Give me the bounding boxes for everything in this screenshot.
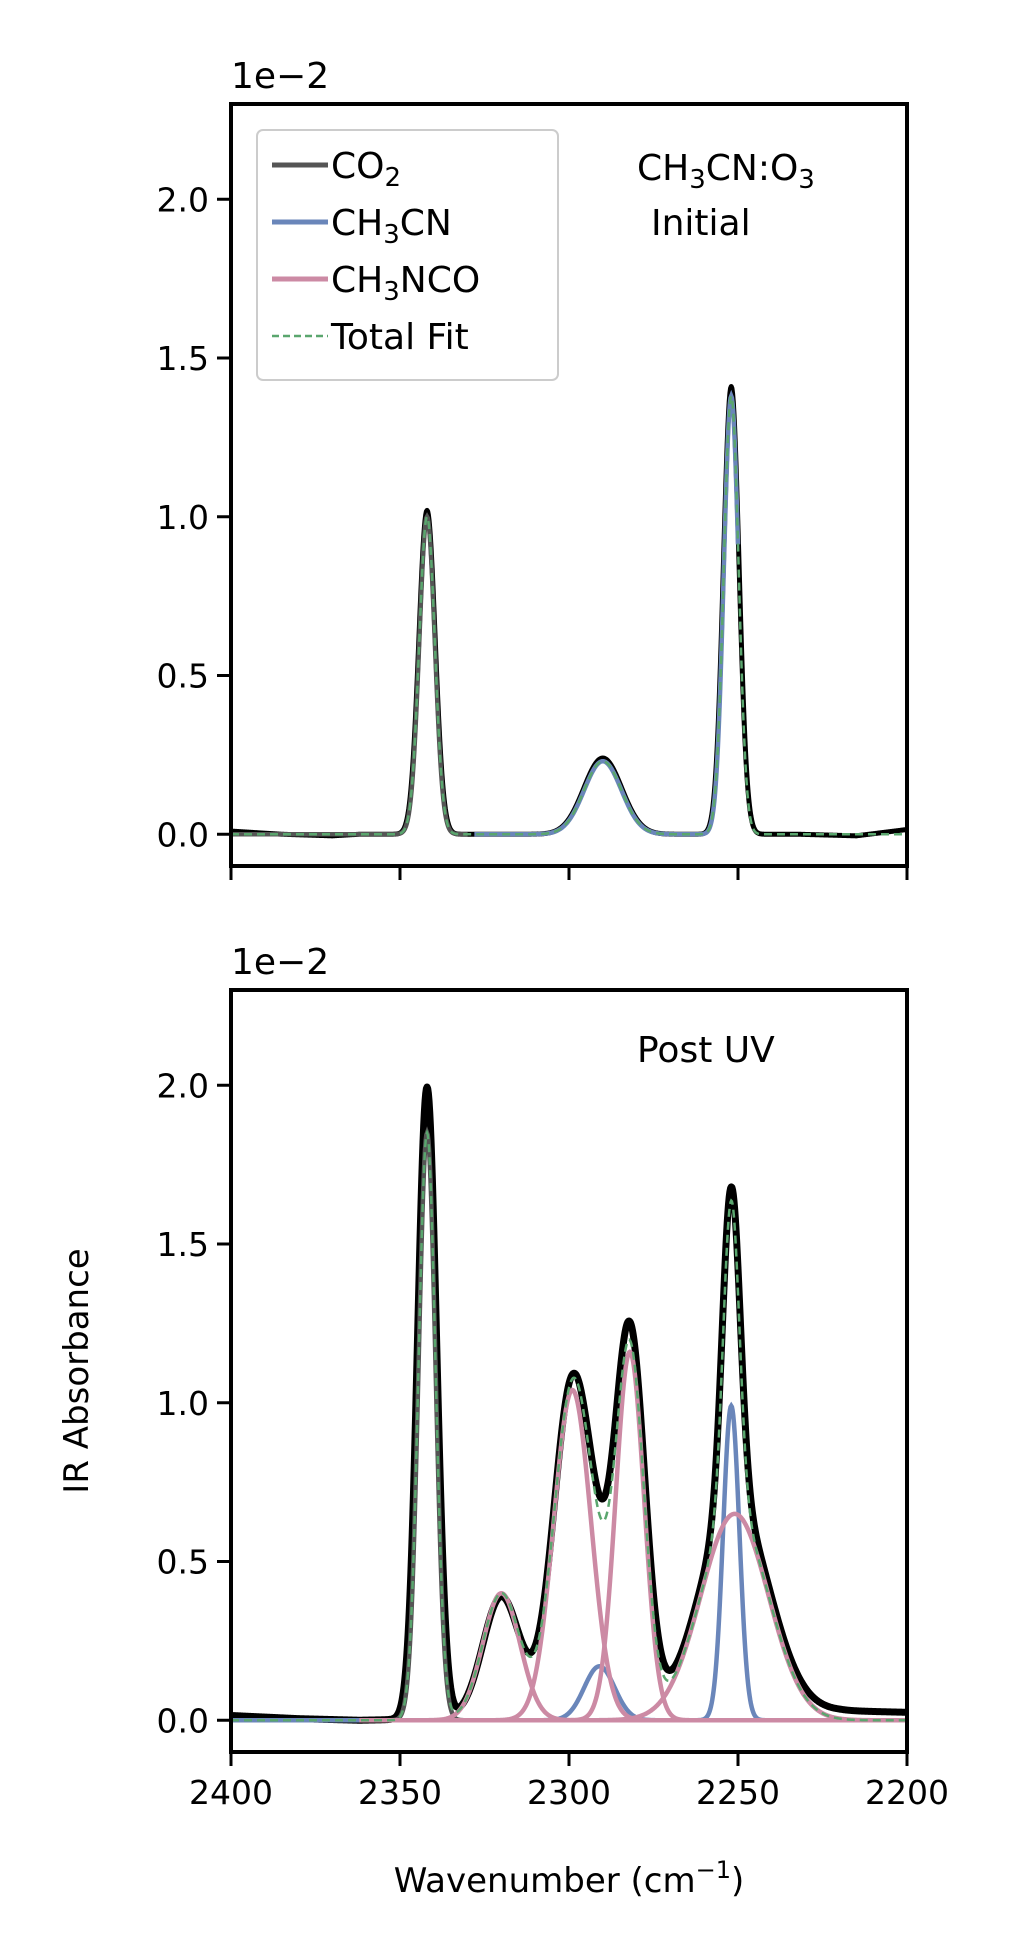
annotation-part: CH bbox=[637, 148, 689, 189]
y-tick-label: 0.5 bbox=[157, 1543, 209, 1582]
x-axis-label-superscript: −1 bbox=[696, 1856, 731, 1884]
co2-component-line bbox=[231, 1126, 468, 1723]
axes-frame bbox=[229, 988, 909, 1754]
y-tick-label: 0.5 bbox=[157, 657, 209, 696]
ch3cn-component-line bbox=[231, 1401, 907, 1723]
legend-label-subscript: 3 bbox=[383, 220, 400, 250]
legend-label-part: CN bbox=[400, 203, 452, 244]
annotation-post-uv: Post UV bbox=[637, 1030, 775, 1071]
legend: CO2 CH3CN CH3NCO Total Fit bbox=[256, 129, 559, 381]
legend-label-part: CO bbox=[331, 146, 384, 187]
legend-label-part: NCO bbox=[400, 260, 480, 301]
offset-text: 1e−2 bbox=[231, 942, 329, 983]
annotation-subscript: 3 bbox=[798, 165, 815, 195]
total-fit-line bbox=[231, 1129, 907, 1722]
curves-initial bbox=[229, 384, 909, 839]
observed-spectrum-line bbox=[229, 384, 909, 839]
legend-label-subscript: 3 bbox=[383, 277, 400, 307]
x-tick-label: 2200 bbox=[865, 1773, 949, 1812]
legend-label-co2: CO2 bbox=[331, 146, 401, 193]
y-axis-ticks: 0.0 0.5 1.0 1.5 2.0 bbox=[157, 1066, 231, 1740]
x-axis-ticks bbox=[229, 866, 909, 880]
x-tick-label: 2250 bbox=[696, 1773, 780, 1812]
legend-label-part: CH bbox=[331, 203, 383, 244]
panel-post-uv: 1e−2 0.0 0.5 1.0 1.5 2.0 2400 2350 2300 2250 220… bbox=[157, 942, 949, 1812]
legend-label-part: CH bbox=[331, 260, 383, 301]
legend-box bbox=[256, 129, 559, 381]
x-axis-label: Wavenumber (cm−1) bbox=[394, 1856, 745, 1901]
annotation-initial: Initial bbox=[651, 203, 751, 244]
legend-label-ch3cn: CH3CN bbox=[331, 203, 452, 250]
y-tick-label: 0.0 bbox=[157, 1701, 209, 1740]
legend-label-ch3nco: CH3NCO bbox=[331, 260, 480, 307]
annotation-part: CN:O bbox=[706, 148, 799, 189]
y-tick-label: 1.5 bbox=[157, 1225, 209, 1264]
x-axis-label-part: ) bbox=[731, 1861, 744, 1901]
y-tick-label: 1.5 bbox=[157, 339, 209, 378]
legend-label-subscript: 2 bbox=[384, 163, 401, 193]
legend-label-fit: Total Fit bbox=[330, 317, 469, 358]
curves-post-uv bbox=[228, 1083, 910, 1724]
y-tick-label: 0.0 bbox=[157, 815, 209, 854]
y-tick-label: 1.0 bbox=[157, 498, 209, 537]
y-tick-label: 1.0 bbox=[157, 1384, 209, 1423]
annotation-sample: CH3CN:O3 bbox=[637, 148, 815, 195]
y-axis-ticks: 0.0 0.5 1.0 1.5 2.0 bbox=[157, 180, 231, 854]
annotation-subscript: 3 bbox=[689, 165, 706, 195]
x-axis-ticks: 2400 2350 2300 2250 2200 bbox=[189, 1752, 949, 1812]
total-fit-line bbox=[231, 392, 907, 836]
x-tick-label: 2400 bbox=[189, 1773, 273, 1812]
y-axis-label: IR Absorbance bbox=[57, 1248, 97, 1493]
panel-initial: 1e−2 0.00.51.01.52.0 CH3CN:O3 Initial CO… bbox=[157, 56, 909, 880]
ch3cn-component-line bbox=[474, 389, 741, 837]
x-tick-label: 2300 bbox=[527, 1773, 611, 1812]
offset-text: 1e−2 bbox=[231, 56, 329, 97]
x-tick-label: 2350 bbox=[358, 1773, 442, 1812]
y-tick-label: 2.0 bbox=[157, 180, 209, 219]
x-axis-label-part: Wavenumber (cm bbox=[394, 1861, 696, 1901]
y-tick-label: 2.0 bbox=[157, 1066, 209, 1105]
